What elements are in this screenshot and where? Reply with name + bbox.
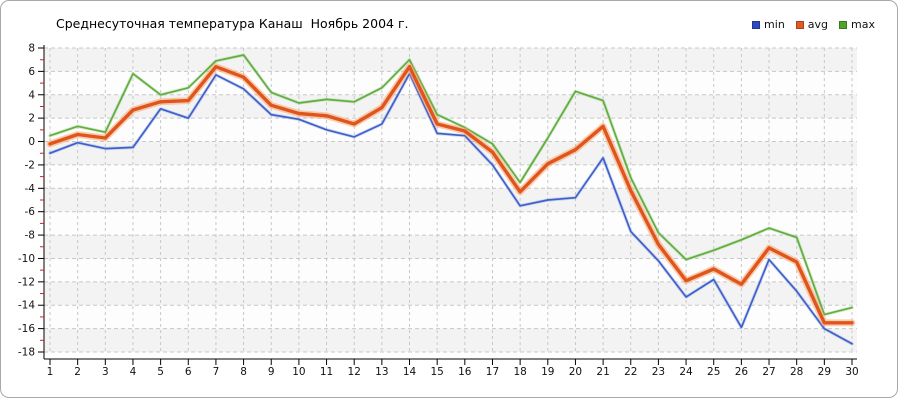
svg-text:17: 17 bbox=[486, 366, 499, 378]
svg-text:25: 25 bbox=[707, 366, 720, 378]
svg-text:11: 11 bbox=[320, 366, 333, 378]
legend-label-min: min bbox=[764, 18, 785, 31]
legend-swatch-max-icon bbox=[839, 20, 848, 29]
svg-text:4: 4 bbox=[130, 366, 137, 378]
svg-text:8: 8 bbox=[240, 366, 247, 378]
svg-text:23: 23 bbox=[652, 366, 665, 378]
svg-text:-16: -16 bbox=[18, 323, 35, 335]
svg-text:5: 5 bbox=[157, 366, 164, 378]
svg-text:18: 18 bbox=[513, 366, 526, 378]
svg-text:26: 26 bbox=[735, 366, 749, 378]
svg-text:14: 14 bbox=[403, 366, 417, 378]
legend-item-min[interactable]: min bbox=[752, 18, 785, 31]
svg-text:28: 28 bbox=[790, 366, 803, 378]
svg-text:0: 0 bbox=[28, 136, 35, 148]
svg-text:3: 3 bbox=[102, 366, 109, 378]
svg-text:21: 21 bbox=[596, 366, 609, 378]
svg-text:10: 10 bbox=[292, 366, 305, 378]
svg-text:2: 2 bbox=[28, 113, 35, 125]
legend-swatch-avg-icon bbox=[795, 20, 804, 29]
legend-label-max: max bbox=[851, 18, 875, 31]
legend-swatch-min-icon bbox=[752, 20, 761, 29]
svg-text:6: 6 bbox=[185, 366, 192, 378]
svg-text:-8: -8 bbox=[25, 230, 35, 242]
svg-text:9: 9 bbox=[268, 366, 275, 378]
svg-text:-2: -2 bbox=[25, 159, 35, 171]
svg-text:29: 29 bbox=[818, 366, 831, 378]
legend-label-avg: avg bbox=[807, 18, 829, 31]
svg-text:19: 19 bbox=[541, 366, 554, 378]
svg-text:4: 4 bbox=[28, 89, 35, 101]
legend-item-avg[interactable]: avg bbox=[795, 18, 829, 31]
svg-text:20: 20 bbox=[569, 366, 582, 378]
svg-text:12: 12 bbox=[348, 366, 361, 378]
svg-text:16: 16 bbox=[458, 366, 472, 378]
svg-text:15: 15 bbox=[430, 366, 443, 378]
svg-text:-12: -12 bbox=[18, 276, 35, 288]
svg-text:22: 22 bbox=[624, 366, 637, 378]
legend: min avg max bbox=[752, 18, 875, 31]
svg-text:1: 1 bbox=[47, 366, 54, 378]
svg-text:-18: -18 bbox=[18, 347, 35, 359]
svg-text:27: 27 bbox=[762, 366, 775, 378]
svg-text:2: 2 bbox=[74, 366, 81, 378]
svg-text:-4: -4 bbox=[25, 183, 36, 195]
svg-text:-14: -14 bbox=[18, 300, 35, 312]
svg-text:-6: -6 bbox=[25, 206, 36, 218]
svg-text:6: 6 bbox=[28, 66, 35, 78]
svg-text:-10: -10 bbox=[18, 253, 35, 265]
legend-item-max[interactable]: max bbox=[839, 18, 875, 31]
svg-text:24: 24 bbox=[679, 366, 693, 378]
svg-text:30: 30 bbox=[845, 366, 858, 378]
svg-text:13: 13 bbox=[375, 366, 388, 378]
chart-title: Среднесуточная температура Канаш Ноябрь … bbox=[56, 16, 409, 31]
svg-text:8: 8 bbox=[28, 43, 35, 55]
svg-text:7: 7 bbox=[213, 366, 220, 378]
